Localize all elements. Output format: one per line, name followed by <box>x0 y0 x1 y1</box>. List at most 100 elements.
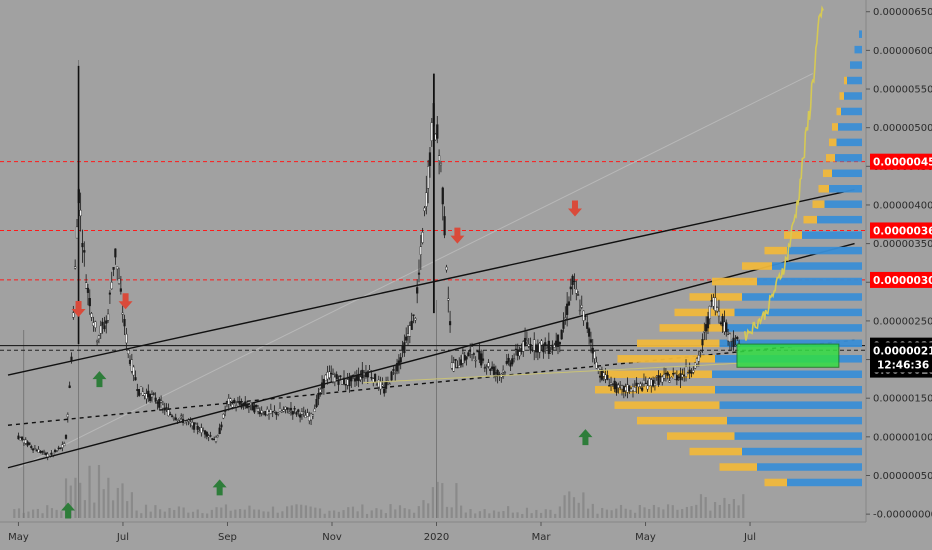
candle-body <box>478 351 481 360</box>
volume-bar <box>243 509 246 518</box>
candle-body <box>480 353 483 366</box>
candle-body <box>686 372 689 375</box>
arrow-up-icon <box>61 502 76 519</box>
candle-body <box>465 356 468 360</box>
candle-body <box>273 410 276 412</box>
volume-bar <box>215 507 218 518</box>
candle-body <box>326 372 329 380</box>
profile-bar-blue <box>838 123 862 131</box>
candle-body <box>450 362 454 369</box>
volume-bar <box>337 511 340 518</box>
volume-bar <box>549 509 552 518</box>
candle-body <box>309 413 313 421</box>
volume-bar <box>539 512 543 518</box>
candle-body <box>408 325 411 337</box>
candle-body <box>732 337 735 347</box>
candle-body <box>620 385 624 390</box>
candle-body <box>716 307 719 312</box>
candle-body <box>30 446 33 448</box>
candle-body <box>556 334 560 347</box>
candle-body <box>216 435 219 438</box>
candle-body <box>641 387 644 391</box>
volume-bar <box>681 509 684 518</box>
candle-body <box>461 353 464 364</box>
candle-body <box>311 414 315 417</box>
candle-body <box>470 346 474 355</box>
candle-body <box>633 387 636 392</box>
candle-body <box>44 452 47 455</box>
candle-body <box>46 453 49 458</box>
profile-bar-orange <box>764 478 787 487</box>
profile-bar-blue <box>844 92 862 100</box>
candle-body <box>64 435 68 439</box>
candle-body <box>384 382 388 389</box>
profile-bar-orange <box>818 185 829 193</box>
candle-body <box>52 453 55 455</box>
candle-body <box>344 384 347 386</box>
candle-body <box>240 403 243 408</box>
candle-body <box>17 435 20 440</box>
volume-bar <box>478 511 482 518</box>
volume-bar <box>483 509 486 518</box>
candle-body <box>714 297 717 311</box>
candle-body <box>189 421 192 424</box>
volume-bar <box>699 494 703 518</box>
candle-body <box>302 411 305 413</box>
candle-body <box>255 404 258 407</box>
candle-body <box>564 317 567 320</box>
profile-bar-orange <box>832 123 838 131</box>
profile-bar-blue <box>712 370 862 379</box>
candle-body <box>540 340 543 346</box>
x-tick-label: 2020 <box>424 532 449 543</box>
candle-body <box>322 378 325 388</box>
candle-body <box>81 243 84 248</box>
candle-body <box>728 333 732 342</box>
candle-body <box>573 280 576 283</box>
candle-body <box>390 371 393 381</box>
candle-body <box>191 422 194 426</box>
candle-body <box>139 386 143 394</box>
volume-bar <box>469 509 472 518</box>
candle-body <box>491 366 494 369</box>
candle-body <box>690 371 693 374</box>
candle-body <box>101 321 104 326</box>
candle-body <box>705 324 708 332</box>
candle-body <box>602 372 605 377</box>
volume-bar <box>55 509 58 518</box>
volume-bar <box>619 504 623 518</box>
volume-bar <box>662 509 665 518</box>
trend-line <box>7 188 855 376</box>
candle-body <box>42 450 46 453</box>
volume-bar <box>290 505 293 518</box>
candle-body <box>74 266 77 269</box>
volume-bar <box>412 512 416 518</box>
candle-body <box>664 372 668 375</box>
candle-body <box>251 403 254 411</box>
candle-body <box>679 373 682 381</box>
profile-bar-orange <box>712 277 757 286</box>
profile-bar-blue <box>757 463 862 471</box>
arrow-down-icon <box>71 301 86 318</box>
volume-bar <box>643 507 646 518</box>
candle-body <box>244 401 247 407</box>
arrow-down-icon <box>567 200 582 217</box>
candle-body <box>723 321 726 332</box>
candle-body <box>352 375 355 378</box>
y-tick-label: 0.00000150 <box>873 394 932 405</box>
candle-body <box>502 369 505 373</box>
candle-body <box>458 365 461 368</box>
volume-bar <box>408 509 411 518</box>
candle-body <box>533 339 536 351</box>
profile-bar-orange <box>839 92 844 100</box>
x-tick-label: Jul <box>116 532 129 543</box>
candle-body <box>280 410 283 413</box>
candle-body <box>234 405 238 408</box>
candle-body <box>271 411 274 413</box>
profile-bar-blue <box>841 107 862 116</box>
candle-body <box>330 373 333 375</box>
volume-bar <box>262 511 265 518</box>
candle-body <box>662 374 666 379</box>
candle-body <box>202 430 205 432</box>
candle-body <box>507 357 510 363</box>
